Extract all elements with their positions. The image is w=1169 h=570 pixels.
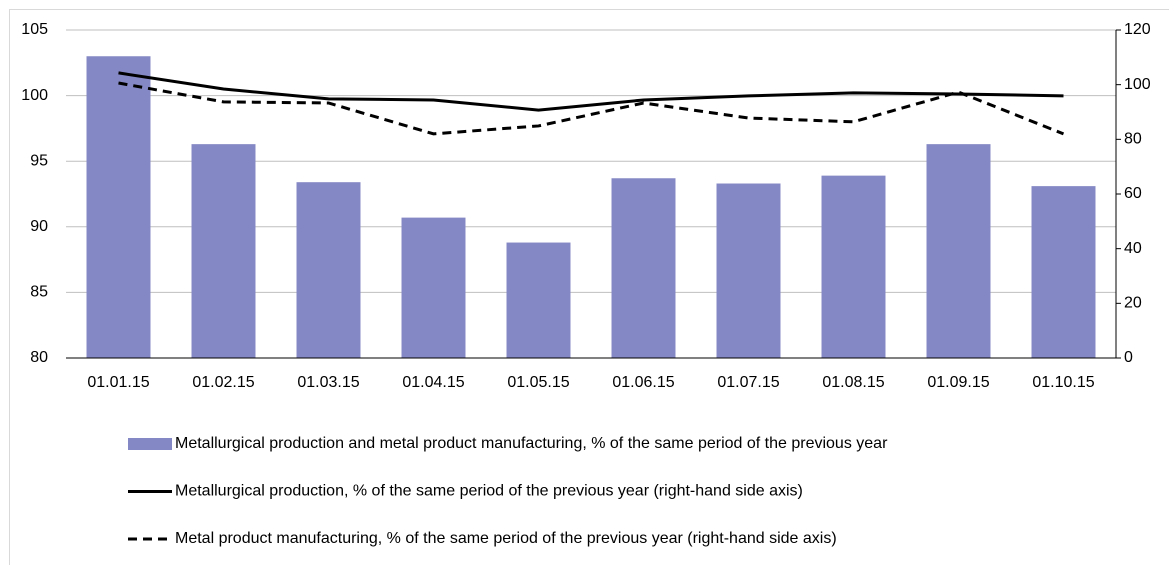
bar xyxy=(927,144,991,358)
bar xyxy=(822,176,886,358)
x-tick-label: 01.10.15 xyxy=(1032,374,1094,391)
legend-swatch xyxy=(128,438,172,450)
x-tick-label: 01.06.15 xyxy=(612,374,674,391)
line xyxy=(119,73,1064,110)
y2-tick-label: 80 xyxy=(1124,131,1142,148)
y2-tick-label: 20 xyxy=(1124,295,1142,312)
y-tick-label: 80 xyxy=(30,349,48,366)
bar xyxy=(87,56,151,358)
legend-label: Metallurgical production and metal produ… xyxy=(175,435,888,452)
chart-frame xyxy=(10,10,1169,566)
bar xyxy=(402,218,466,358)
x-tick-label: 01.09.15 xyxy=(927,374,989,391)
y-tick-label: 90 xyxy=(30,218,48,235)
legend-label: Metallurgical production, % of the same … xyxy=(175,483,803,500)
y2-tick-label: 100 xyxy=(1124,76,1151,93)
bar xyxy=(507,243,571,358)
y-tick-label: 105 xyxy=(21,21,48,38)
x-tick-label: 01.03.15 xyxy=(297,374,359,391)
y2-tick-label: 40 xyxy=(1124,240,1142,257)
x-tick-label: 01.08.15 xyxy=(822,374,884,391)
x-tick-label: 01.02.15 xyxy=(192,374,254,391)
y2-tick-label: 120 xyxy=(1124,21,1151,38)
bar xyxy=(297,182,361,358)
x-tick-label: 01.01.15 xyxy=(87,374,149,391)
bar xyxy=(1032,186,1096,358)
bar xyxy=(612,178,676,358)
x-tick-label: 01.05.15 xyxy=(507,374,569,391)
y-tick-label: 95 xyxy=(30,152,48,169)
y-tick-label: 100 xyxy=(21,87,48,104)
y2-tick-label: 0 xyxy=(1124,349,1133,366)
bar xyxy=(717,184,781,358)
x-tick-label: 01.04.15 xyxy=(402,374,464,391)
bar xyxy=(192,144,256,358)
line xyxy=(119,83,1064,134)
legend-label: Metal product manufacturing, % of the sa… xyxy=(175,530,837,547)
y2-tick-label: 60 xyxy=(1124,185,1142,202)
y-tick-label: 85 xyxy=(30,284,48,301)
x-tick-label: 01.07.15 xyxy=(717,374,779,391)
